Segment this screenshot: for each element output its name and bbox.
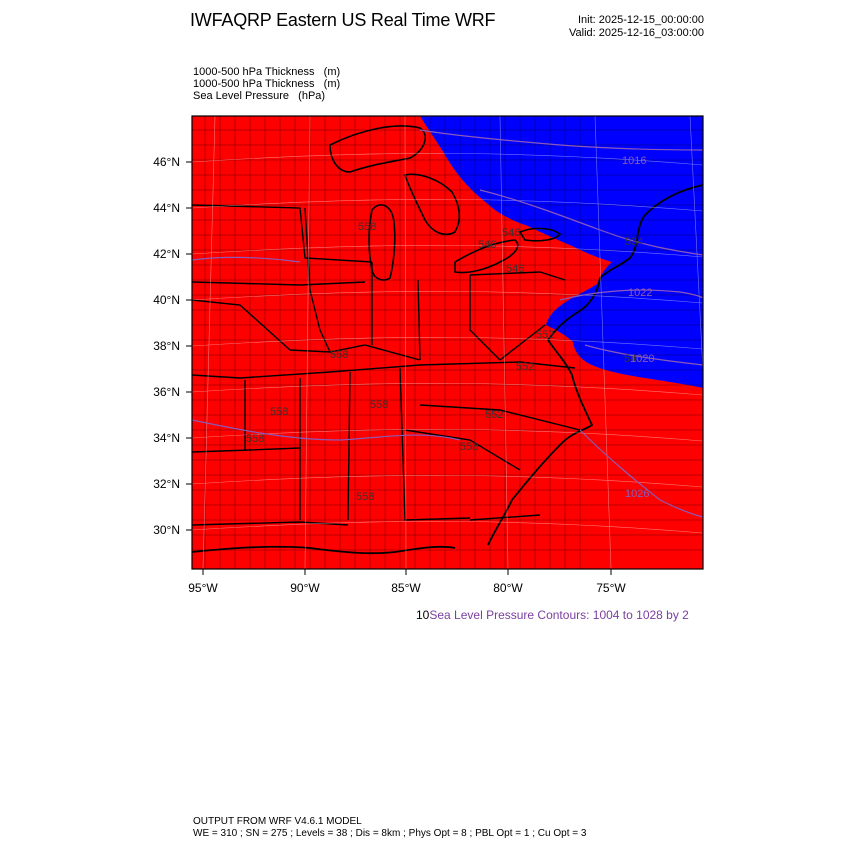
lon-label: 80°W — [493, 581, 523, 595]
latitude-axis: 46°N 44°N 42°N 40°N 38°N 36°N 34°N 32°N … — [153, 155, 192, 537]
map-frame — [191, 115, 704, 570]
great-lakes — [329, 125, 562, 281]
field-thickness-2: 1000-500 hPa Thickness (m) — [193, 78, 341, 90]
thickness-labels: 558 546 546 546 552 540 558 552 558 558 … — [246, 221, 643, 503]
model-times: Init: 2025-12-15_00:00:00 Valid: 2025-12… — [569, 14, 704, 40]
lon-label: 90°W — [290, 581, 320, 595]
thickness-label: 552 — [536, 329, 554, 341]
thickness-label: 558 — [460, 441, 478, 453]
lat-label: 46°N — [153, 155, 180, 169]
thickness-label: 558 — [270, 406, 288, 418]
init-time: Init: 2025-12-15_00:00:00 — [578, 14, 704, 26]
thickness-label: 552 — [485, 409, 503, 421]
thickness-label: 558 — [358, 221, 376, 233]
thickness-label: 534 — [625, 236, 643, 248]
lat-label: 34°N — [153, 431, 180, 445]
thickness-label: 546 — [502, 227, 520, 239]
field-thickness-1: 1000-500 hPa Thickness (m) — [193, 66, 341, 78]
contour-legend-text: Sea Level Pressure Contours: 1004 to 102… — [429, 608, 689, 622]
pressure-label: 1026 — [625, 488, 649, 500]
cold-thickness-region — [420, 116, 703, 388]
lat-label: 40°N — [153, 293, 180, 307]
thickness-label: 546 — [478, 239, 496, 251]
field-slp: Sea Level Pressure (hPa) — [193, 90, 326, 102]
thickness-label: 558 — [330, 349, 348, 361]
valid-time: Valid: 2025-12-16_03:00:00 — [569, 27, 704, 39]
page-title: IWFAQRP Eastern US Real Time WRF — [190, 10, 496, 30]
field-list: 1000-500 hPa Thickness (m) 1000-500 hPa … — [193, 66, 340, 102]
thickness-label: 558 — [246, 433, 264, 445]
thickness-label: 546 — [506, 263, 524, 275]
pressure-label: 1020 — [630, 353, 654, 365]
lat-label: 44°N — [153, 201, 180, 215]
footer-model-line: OUTPUT FROM WRF V4.6.1 MODEL — [193, 816, 362, 827]
contour-legend: 10Sea Level Pressure Contours: 1004 to 1… — [416, 608, 689, 622]
slp-contours — [192, 129, 703, 518]
footer-config-line: WE = 310 ; SN = 275 ; Levels = 38 ; Dis … — [193, 828, 587, 839]
lon-label: 95°W — [188, 581, 218, 595]
thickness-label: 540 — [624, 353, 642, 365]
thickness-label: 558 — [370, 399, 388, 411]
longitude-axis: 95°W 90°W 85°W 80°W 75°W — [188, 569, 626, 595]
pressure-labels: 1016 1022 1020 1026 — [622, 155, 654, 500]
contour-legend-lead: 10 — [416, 608, 430, 622]
lat-label: 36°N — [153, 385, 180, 399]
pressure-label: 1016 — [622, 155, 646, 167]
pressure-label: 1022 — [628, 287, 652, 299]
lat-label: 30°N — [153, 523, 180, 537]
thickness-label: 552 — [516, 361, 534, 373]
lon-label: 75°W — [596, 581, 626, 595]
lat-label: 42°N — [153, 247, 180, 261]
model-info-footer: OUTPUT FROM WRF V4.6.1 MODEL WE = 310 ; … — [193, 816, 586, 840]
lon-label: 85°W — [391, 581, 421, 595]
lat-label: 38°N — [153, 339, 180, 353]
lat-label: 32°N — [153, 477, 180, 491]
thickness-label: 558 — [356, 491, 374, 503]
